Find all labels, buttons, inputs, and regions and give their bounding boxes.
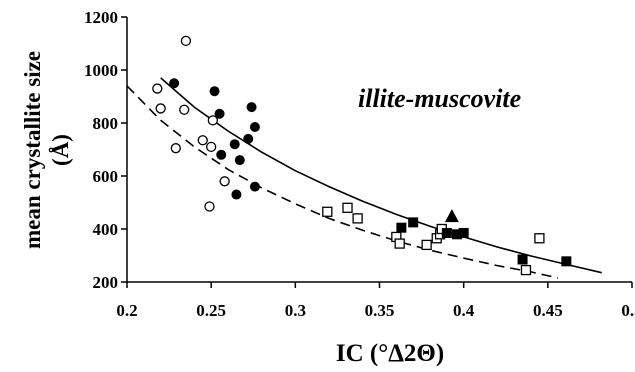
point-filled-triangle [444,209,459,223]
point-filled-square [408,217,419,228]
point-open-square [421,239,432,251]
point-filled-square [451,229,462,240]
point-open-square [534,233,545,244]
point-filled-square [441,227,452,238]
point-filled-circle [209,86,220,97]
point-filled-circle [229,139,240,150]
trend-line-dashed [126,85,559,279]
point-open-circle [204,201,215,212]
y-axis-title-line1: mean crystallite size [20,51,45,249]
axes [126,17,632,283]
point-filled-circle [243,133,254,144]
data-points [152,35,572,276]
y-tick-label: 200 [93,273,119,292]
point-filled-circle [246,102,257,113]
point-open-circle [179,104,190,115]
x-tick-label: 0.2 [116,301,137,320]
y-tick-label: 600 [93,167,119,186]
y-tick-label: 1200 [84,8,118,27]
x-tick-label: 0.4 [453,301,475,320]
x-tick-label: 0.35 [365,301,395,320]
point-open-square [322,206,333,217]
point-filled-circle [216,149,227,160]
x-tick-label: 0.25 [196,301,226,320]
x-axis-title: IC (°Δ2Θ) [336,340,444,367]
x-ticks: 0.2 0.25 0.3 0.35 0.4 0.45 0.5 [116,282,635,320]
point-filled-square [561,256,572,267]
y-axis-title-line2: (Å) [48,134,73,166]
point-open-circle [197,135,208,146]
point-filled-circle [249,181,260,192]
y-tick-label: 800 [93,114,119,133]
point-filled-circle [249,121,260,132]
annotation-illite-muscovite: illite-muscovite [358,84,521,113]
point-filled-circle [234,155,245,166]
x-tick-label: 0.3 [285,301,306,320]
y-ticks: 200 400 600 800 1000 1200 [84,8,127,292]
point-open-circle [170,143,181,154]
point-filled-circle [169,78,180,89]
point-open-square [352,213,363,224]
point-open-circle [219,176,230,187]
point-open-circle [207,115,219,126]
point-open-square [394,238,405,249]
point-open-circle [152,83,163,94]
point-open-square [342,202,353,213]
point-filled-circle [214,108,225,119]
point-filled-square [458,227,469,238]
point-open-circle [155,103,166,114]
point-filled-circle [231,189,242,200]
y-tick-label: 1000 [84,61,118,80]
y-tick-label: 400 [93,220,119,239]
point-open-circle [206,141,217,153]
point-open-square [520,264,532,276]
point-open-circle [180,35,192,46]
point-filled-square [396,222,407,233]
point-filled-square [517,254,528,265]
x-tick-label: 0.45 [533,301,563,320]
x-tick-label: 0.5 [621,301,635,320]
